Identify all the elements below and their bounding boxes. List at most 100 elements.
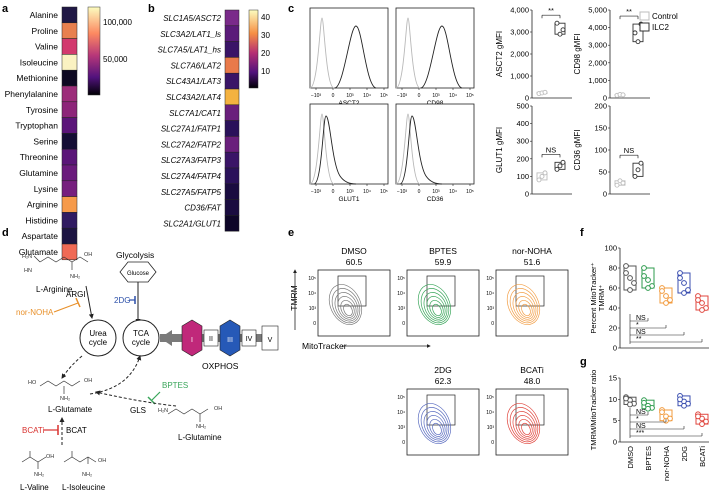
data-point	[677, 275, 683, 281]
axis-tick-label: 10³	[487, 306, 495, 312]
glycolysis-label: Glycolysis	[116, 250, 154, 260]
histogram-tick-label: 10⁵	[380, 93, 388, 99]
data-point	[659, 288, 665, 294]
axis-tick-label: 10⁵	[397, 276, 405, 282]
gene-label: SLC43A2/LAT4	[166, 93, 222, 102]
gate-percentage: 62.3	[435, 376, 452, 386]
data-point	[645, 285, 651, 291]
legend-control: Control	[652, 12, 678, 21]
heatmap-cell	[61, 54, 78, 71]
data-point	[542, 170, 548, 176]
axis-tick-label: 10⁴	[486, 291, 494, 297]
data-point	[620, 180, 626, 186]
amino-acid-label: Glutamate	[19, 247, 58, 257]
axis-tick-label: 10⁵	[308, 276, 316, 282]
amino-acid-label: Phenylalanine	[5, 89, 59, 99]
isoleucine-structure	[63, 451, 97, 464]
category-label: DMSO	[626, 446, 635, 469]
amino-acid-label: Aspartate	[22, 231, 59, 241]
heatmap-cell	[61, 180, 78, 197]
axis-tick-label: 10⁵	[486, 395, 494, 401]
data-point	[703, 418, 709, 425]
histogram-marker-label: CD36	[427, 196, 444, 203]
glutamate-label: L-Glutamate	[48, 405, 93, 414]
heatmap-cell	[61, 22, 78, 39]
heatmap-cell	[224, 9, 240, 27]
significance-label: NS	[636, 315, 646, 322]
histogram-tick-label: 10⁵	[466, 189, 474, 195]
histogram-tick-label: 0	[332, 189, 335, 195]
panel-a-colorbar	[87, 6, 101, 96]
category-label: nor-NOHA	[662, 446, 671, 481]
gate-box	[426, 394, 456, 426]
data-point	[659, 409, 665, 416]
svg-text:HO: HO	[28, 380, 37, 386]
category-label: BPTES	[644, 446, 653, 471]
data-point	[685, 287, 691, 293]
ilc2-histogram	[420, 25, 463, 89]
panel-c-histograms: −10³ 0 10³ 10⁴ 10⁵ ASCT2 −10³ 0 10³ 10⁴ 10⁵ CD98 −10…	[309, 7, 475, 203]
gate-box	[426, 275, 456, 307]
contour-line	[518, 418, 533, 437]
data-point	[560, 27, 566, 33]
axis-tick-label: 0	[402, 321, 405, 327]
data-point	[699, 300, 705, 306]
data-point	[542, 89, 548, 95]
data-point	[667, 297, 673, 303]
histogram-tick-label: 10⁴	[449, 189, 457, 195]
axis-tick-label: 0	[491, 321, 494, 327]
histogram-tick-label: 10⁴	[363, 189, 371, 195]
axis-tick-label: 0	[613, 344, 617, 353]
panel-b-scale-tick: 40	[261, 13, 270, 22]
panel-label-e: e	[288, 227, 294, 239]
contour-line	[340, 299, 355, 318]
gate-box	[337, 275, 367, 307]
gene-label: SLC43A1/LAT3	[166, 77, 222, 86]
axis-tick-label: 4,000	[588, 23, 607, 32]
svg-text:OH: OH	[46, 454, 54, 460]
gate-box	[515, 394, 545, 426]
complex-label: IV	[246, 336, 253, 343]
significance-label: NS	[636, 329, 646, 336]
histogram-tick-label: 10³	[346, 93, 354, 99]
data-point	[699, 307, 705, 313]
significance-label: **	[548, 6, 554, 15]
complex-label: II	[209, 336, 213, 343]
heatmap-cell	[61, 117, 78, 134]
data-point	[557, 31, 563, 37]
axis-tick-label: 60	[609, 284, 617, 293]
axis-tick-label: 0	[525, 94, 529, 103]
ilc2-histogram	[313, 115, 357, 185]
complex-iii	[219, 319, 241, 357]
axis-tick-label: 400	[516, 119, 529, 128]
contour-line	[420, 288, 450, 324]
gene-label: SLC7A6/LAT2	[170, 61, 221, 70]
data-point	[627, 287, 633, 293]
treatment-label: 2DG	[434, 365, 451, 375]
data-point	[638, 160, 644, 166]
axis-label: Percent MitoTracker⁺	[589, 262, 598, 333]
complex-iv	[241, 329, 257, 347]
category-label: BCATi	[698, 446, 707, 467]
contour-line	[426, 296, 446, 320]
data-point	[641, 273, 647, 279]
data-point	[695, 297, 701, 303]
contour-line	[343, 303, 353, 317]
axis-tick-label: 10³	[487, 425, 495, 431]
gene-label: SLC2A1/GLUT1	[163, 219, 221, 228]
significance-label: NS	[624, 146, 634, 155]
axis-tick-label: 0	[491, 440, 494, 446]
complex-i	[181, 319, 203, 357]
data-point	[663, 293, 669, 299]
contour-line	[423, 292, 448, 322]
treatment-label: BCATi	[520, 365, 544, 375]
heatmap-cell	[61, 227, 78, 245]
control-histogram	[309, 17, 335, 89]
axis-tick-label: 1,000	[588, 76, 607, 85]
gate-percentage: 48.0	[524, 376, 541, 386]
legend-ilc2: ILC2	[652, 23, 669, 32]
amino-acid-label: Tyrosine	[26, 105, 58, 115]
svg-text:HN: HN	[24, 268, 32, 274]
complex-label: V	[268, 337, 273, 344]
svg-text:NH₂: NH₂	[196, 424, 206, 430]
